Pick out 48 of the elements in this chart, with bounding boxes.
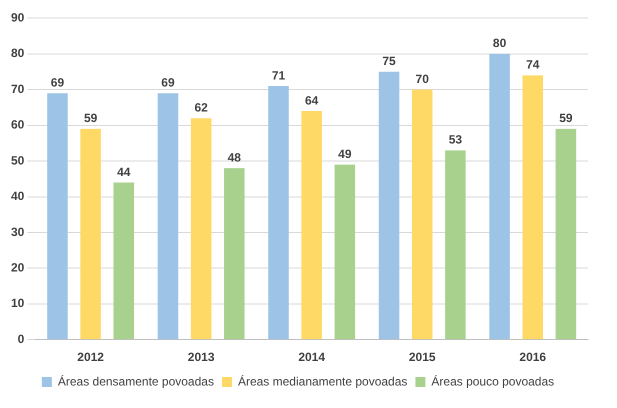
data-label: 59	[559, 111, 573, 126]
legend-label: Áreas pouco povoadas	[431, 374, 554, 388]
bar	[301, 111, 322, 340]
data-label: 70	[416, 72, 430, 86]
y-tick-label: 0	[18, 332, 25, 346]
y-tick-label: 10	[10, 296, 25, 310]
y-tick-label: 80	[10, 46, 25, 60]
data-label: 53	[448, 132, 462, 147]
x-tick-label: 2014	[298, 350, 326, 364]
bar	[412, 90, 432, 340]
bar	[224, 168, 245, 340]
y-tick-label: 40	[10, 189, 25, 204]
bar	[522, 75, 544, 340]
bar	[556, 128, 576, 340]
y-tick-label: 30	[10, 224, 25, 239]
y-tick-label: 20	[10, 260, 25, 274]
bar	[378, 72, 400, 340]
bar	[113, 182, 134, 340]
data-label: 74	[526, 58, 540, 72]
bar	[334, 164, 356, 340]
x-tick-label: 2016	[519, 350, 546, 364]
data-label: 44	[117, 164, 131, 179]
legend-label: Áreas medianamente povoadas	[238, 374, 408, 388]
data-label: 75	[382, 54, 396, 68]
data-label: 48	[228, 150, 242, 164]
data-label: 62	[194, 100, 208, 115]
data-label: 80	[492, 36, 507, 50]
bar	[190, 118, 212, 340]
bar	[47, 93, 68, 340]
y-tick-label: 90	[10, 10, 25, 25]
y-tick-label: 60	[10, 118, 25, 132]
x-tick-label: 2013	[188, 350, 215, 364]
data-label: 71	[272, 68, 286, 82]
y-tick-label: 70	[10, 82, 25, 96]
bar	[268, 86, 289, 340]
legend-label: Áreas densamente povoadas	[58, 374, 214, 388]
bar	[445, 150, 466, 340]
bar	[158, 93, 178, 340]
data-label: 64	[304, 93, 319, 108]
data-label: 69	[50, 76, 64, 90]
x-tick-label: 2015	[408, 350, 436, 364]
y-tick-label: 50	[10, 153, 25, 168]
bar	[80, 128, 101, 340]
data-label: 69	[161, 76, 175, 90]
bar	[489, 54, 510, 340]
data-label: 49	[338, 146, 352, 161]
x-tick-label: 2012	[77, 350, 104, 364]
data-label: 59	[84, 111, 98, 126]
